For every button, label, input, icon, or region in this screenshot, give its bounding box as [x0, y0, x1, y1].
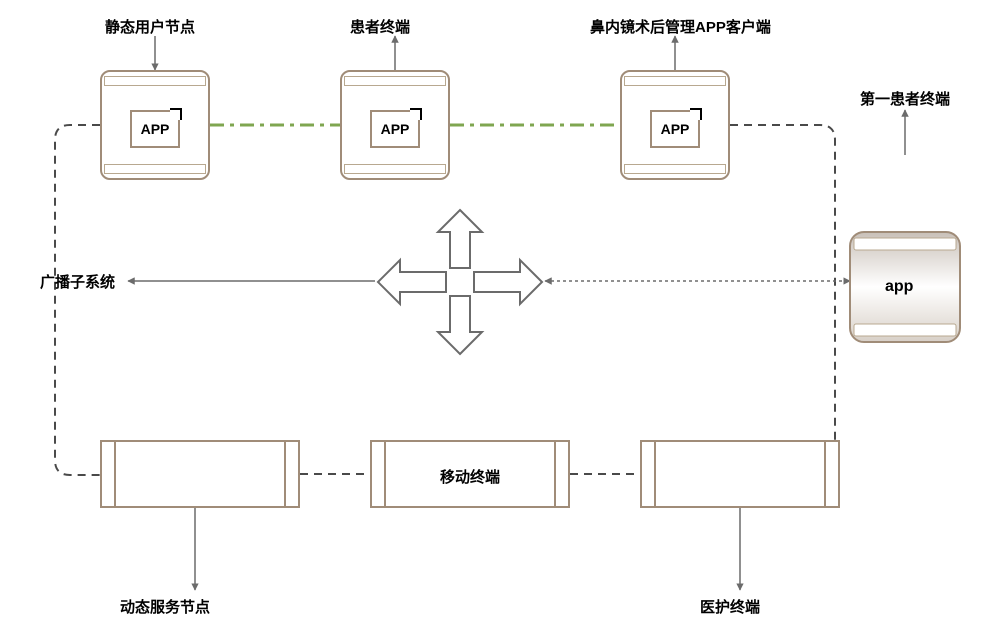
label-first-patient-terminal: 第一患者终端 — [860, 88, 950, 109]
app-badge: APP — [650, 110, 700, 148]
rect-dynamic-service-node — [100, 440, 300, 508]
device-static-user-node: APP — [100, 70, 210, 180]
mobile-terminal-label: 移动终端 — [372, 466, 568, 487]
diagram-container: { "labels": { "static_user_node": "静态用户节… — [0, 0, 1000, 644]
rect-medical-terminal — [640, 440, 840, 508]
label-patient-terminal: 患者终端 — [350, 16, 410, 37]
app-lower-label: app — [885, 278, 913, 296]
device-app-client: APP — [620, 70, 730, 180]
app-label: APP — [141, 121, 170, 137]
app-badge: APP — [130, 110, 180, 148]
label-medical-terminal: 医护终端 — [700, 596, 760, 617]
label-broadcast-subsystem: 广播子系统 — [40, 271, 115, 292]
label-dynamic-service-node: 动态服务节点 — [120, 596, 210, 617]
label-static-user-node: 静态用户节点 — [105, 16, 195, 37]
app-label: APP — [661, 121, 690, 137]
device-patient-terminal: APP — [340, 70, 450, 180]
rect-mobile-terminal: 移动终端 — [370, 440, 570, 508]
label-app-client: 鼻内镜术后管理APP客户端 — [590, 16, 771, 37]
app-label: APP — [381, 121, 410, 137]
app-badge: APP — [370, 110, 420, 148]
